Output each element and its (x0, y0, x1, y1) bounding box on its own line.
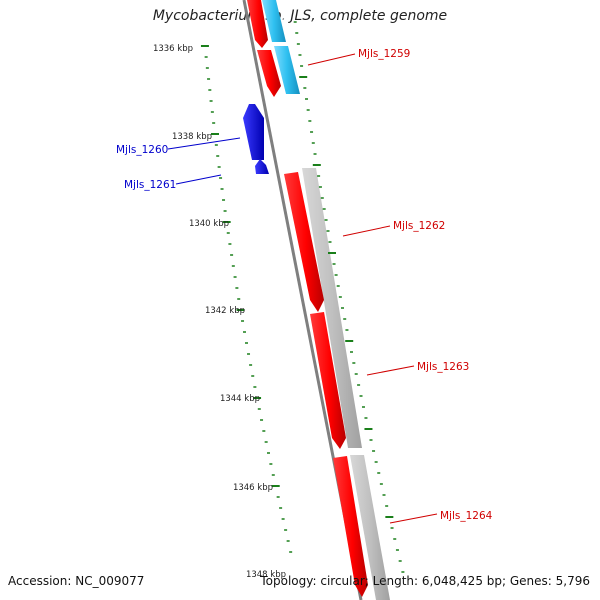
callout-line-mjls-1262 (342, 225, 391, 237)
rna-gene-block (274, 46, 300, 94)
gene-label-mjls-1260[interactable]: Mjls_1260 (116, 144, 168, 156)
gene-arrow-mjls-1263[interactable] (310, 312, 346, 449)
gene-arrow-mjls-1258[interactable] (247, 0, 268, 48)
gene-arrow-mjls-1259[interactable] (257, 50, 281, 97)
callout-line-mjls-1261 (175, 174, 222, 185)
genome-title: Mycobacterium sp. JLS, complete genome (152, 8, 448, 24)
scale-label-1344: 1344 kbp (220, 394, 260, 404)
accession-text: Accession: NC_009077 (8, 574, 145, 588)
callout-line-mjls-1264 (389, 513, 438, 524)
gene-label-mjls-1259[interactable]: Mjls_1259 (358, 48, 410, 60)
feature-track-segment (350, 455, 390, 600)
gene-label-mjls-1262[interactable]: Mjls_1262 (393, 220, 445, 232)
genome-summary-text: Topology: circular; Length: 6,048,425 bp… (260, 574, 590, 588)
callout-line-mjls-1259 (307, 53, 356, 66)
rna-gene-block (262, 0, 286, 42)
feature-track-segment (302, 168, 362, 448)
callout-line-mjls-1263 (366, 365, 415, 376)
gene-arrow-mjls-1261[interactable] (255, 159, 269, 174)
callout-line-mjls-1260 (167, 137, 241, 150)
gene-label-mjls-1263[interactable]: Mjls_1263 (417, 361, 469, 373)
scale-label-1340: 1340 kbp (189, 219, 229, 229)
scale-label-1342: 1342 kbp (205, 306, 245, 316)
gene-arrow-mjls-1264[interactable] (333, 456, 368, 597)
scale-label-1338: 1338 kbp (172, 132, 212, 142)
scale-label-1346: 1346 kbp (233, 483, 273, 493)
scale-ticks (200, 21, 405, 573)
scale-labels: 1336 kbp 1338 kbp 1340 kbp 1342 kbp 1344… (153, 44, 286, 580)
gene-label-mjls-1261[interactable]: Mjls_1261 (124, 179, 176, 191)
rna-gene-edge (277, 0, 303, 95)
scale-label-1348: 1348 kbp (246, 570, 286, 580)
scale-label-1336: 1336 kbp (153, 44, 193, 54)
gene-arrow-mjls-1260[interactable] (243, 104, 264, 160)
gene-arrow-mjls-1262[interactable] (284, 172, 324, 312)
gene-label-mjls-1264[interactable]: Mjls_1264 (440, 510, 493, 522)
